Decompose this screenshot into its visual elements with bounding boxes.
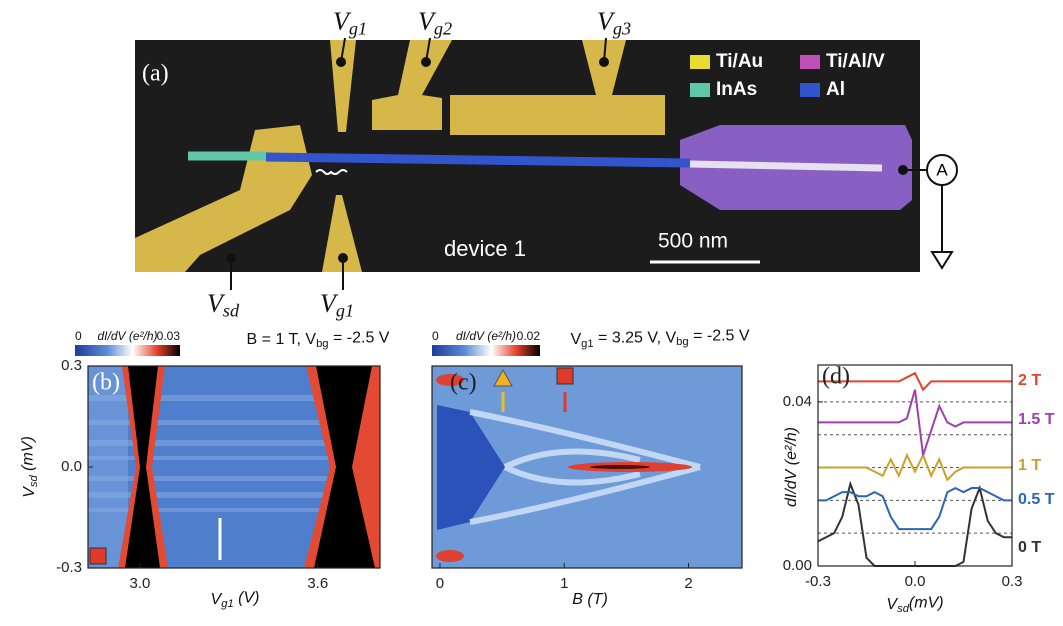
plot-frame xyxy=(431,365,743,569)
colorbar xyxy=(75,345,180,356)
gate-label: Vsd xyxy=(207,289,240,321)
x-tick-label: 0.0 xyxy=(905,573,926,590)
contact-dots xyxy=(226,57,908,263)
panel-label: (a) xyxy=(142,61,169,87)
y-axis-label: dI/dV (e²/h) xyxy=(783,427,800,507)
label-part: (V) xyxy=(234,590,260,607)
device-label: device 1 xyxy=(444,236,526,261)
x-tick-label: 3.6 xyxy=(307,575,328,592)
legend-swatch xyxy=(800,83,820,97)
label-part: V xyxy=(211,591,223,608)
label-part: g2 xyxy=(434,19,452,39)
label-part: = 3.25 V, V xyxy=(594,330,677,347)
colorbar xyxy=(432,345,540,356)
colorbar-tick-label: 0 xyxy=(75,329,82,343)
x-tick-label: 3.0 xyxy=(129,575,150,592)
label-part: g1 xyxy=(581,338,593,350)
label-part: (mV) xyxy=(20,436,37,475)
label-part: V xyxy=(21,486,38,498)
nanowire-end xyxy=(689,160,883,172)
label-part: g1 xyxy=(221,598,233,610)
panel-label: (c) xyxy=(450,370,477,396)
y-tick-label: 0.0 xyxy=(61,458,82,475)
x-tick-label: 0.3 xyxy=(1002,573,1023,590)
label-part: V xyxy=(597,7,616,36)
gate-label: Vg1 xyxy=(333,7,367,39)
legend-swatch xyxy=(800,55,820,69)
label-part: sd xyxy=(223,301,240,321)
map-c xyxy=(432,366,742,568)
panel-label: (d) xyxy=(822,364,850,390)
panel-label: (b) xyxy=(92,370,120,396)
map-b xyxy=(88,366,380,568)
legend-label: Ti/Al/V xyxy=(826,51,885,72)
label-part: g1 xyxy=(349,19,367,39)
legend-swatch xyxy=(690,55,710,69)
colorbar-label: dI/dV (e²/h) xyxy=(97,329,157,343)
x-axis-label: Vg1 (V) xyxy=(211,590,260,610)
label-part: V xyxy=(333,7,352,36)
colorbar-tick-label: 0 xyxy=(432,329,439,343)
label-part: V xyxy=(570,331,581,348)
gate-sd xyxy=(135,125,312,272)
gate-label: Vg2 xyxy=(418,7,452,39)
y-axis-label: Vsd (mV) xyxy=(20,436,40,498)
x-tick-label: 0 xyxy=(436,575,444,592)
x-tick-label: -0.3 xyxy=(805,573,831,590)
gate-label: Vg3 xyxy=(597,7,631,39)
panel-title: Vg1 = 3.25 V, Vbg = -2.5 V xyxy=(570,328,749,350)
x-tick-label: 1 xyxy=(560,575,568,592)
colorbar-label: dI/dV (e²/h) xyxy=(456,329,516,343)
series-label: 0 T xyxy=(1018,539,1041,556)
legend-label: InAs xyxy=(716,79,757,100)
gate-label: Vg1 xyxy=(320,289,354,321)
label-part: V xyxy=(320,289,339,318)
y-tick-label: -0.3 xyxy=(56,559,82,576)
legend-swatch xyxy=(690,83,710,97)
curve xyxy=(818,452,1012,482)
label-part: bg xyxy=(676,336,688,348)
legend-label: Al xyxy=(826,79,845,100)
series-label: 1.5 T xyxy=(1018,411,1055,428)
label-part: V xyxy=(207,289,226,318)
curve xyxy=(818,486,1012,531)
label-part: g1 xyxy=(336,301,354,321)
label-part: (mV) xyxy=(909,595,944,612)
legend-label: Ti/Au xyxy=(716,51,763,72)
series-label: 2 T xyxy=(1018,372,1041,389)
x-axis-label: B (T) xyxy=(572,591,608,608)
nanowire-al xyxy=(265,152,691,168)
gate-g1-bottom xyxy=(322,195,362,272)
curve xyxy=(818,371,1012,392)
gate-g3 xyxy=(450,40,665,135)
gate-g2 xyxy=(372,40,452,130)
y-tick-label: 0.3 xyxy=(61,357,82,374)
brace xyxy=(315,169,348,175)
y-tick-label: 0.04 xyxy=(783,393,812,410)
curve xyxy=(818,389,1012,456)
label-part: sd xyxy=(897,603,910,615)
label-part: = -2.5 V xyxy=(689,328,750,345)
ground xyxy=(930,251,954,270)
label-part: = -2.5 V xyxy=(329,330,390,347)
device-image xyxy=(135,37,958,290)
curve xyxy=(817,480,1012,567)
label-part: g3 xyxy=(613,19,631,39)
label-part: V xyxy=(418,7,437,36)
label-part: sd xyxy=(28,475,40,488)
x-tick-label: 2 xyxy=(684,575,692,592)
label-part: V xyxy=(886,596,898,613)
series-label: 0.5 T xyxy=(1018,491,1055,508)
scale-label: 500 nm xyxy=(658,230,728,253)
y-tick-label: 0.00 xyxy=(783,557,812,574)
label-part: bg xyxy=(316,338,328,350)
series-label: 1 T xyxy=(1018,457,1041,474)
x-axis-label: Vsd(mV) xyxy=(886,595,943,615)
panel-title: B = 1 T, Vbg = -2.5 V xyxy=(247,330,390,350)
colorbar-tick-label: 0.03 xyxy=(157,329,181,343)
label-part: B = 1 T, V xyxy=(247,331,317,348)
colorbar-tick-label: 0.02 xyxy=(517,329,541,343)
ammeter-label: A xyxy=(936,160,948,179)
